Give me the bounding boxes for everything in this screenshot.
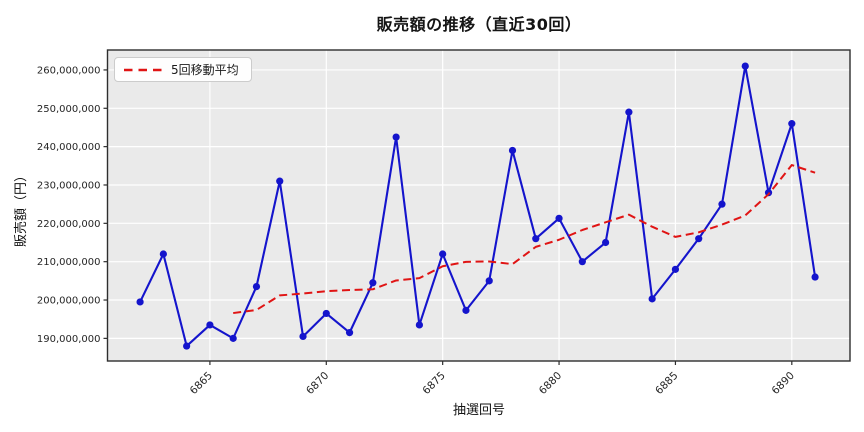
x-tick-label: 6885 — [653, 370, 680, 397]
sales-point-marker — [183, 342, 191, 350]
legend: 5回移動平均 — [114, 57, 252, 82]
y-tick-label: 250,000,000 — [37, 104, 101, 115]
sales-point-marker — [648, 295, 656, 303]
x-axis-label: 抽選回号 — [452, 403, 505, 418]
x-tick-label: 6870 — [304, 370, 331, 397]
sales-point-marker — [602, 238, 610, 247]
sales-line — [139, 65, 817, 348]
sales-point-marker — [625, 108, 633, 116]
sales-point-marker — [788, 120, 796, 128]
axes-border — [106, 49, 851, 362]
sales-point-marker — [439, 250, 447, 258]
sales-point-marker — [252, 283, 261, 291]
sales-point-marker — [136, 298, 144, 306]
plot-background — [107, 50, 850, 361]
y-tick-label: 230,000,000 — [37, 180, 101, 191]
sales-point-marker — [229, 334, 237, 342]
sales-point-marker — [322, 309, 330, 318]
legend-ma-label: 5回移動平均 — [171, 63, 239, 77]
sales-point-marker — [206, 321, 214, 329]
moving-average-line — [233, 164, 816, 315]
sales-point-marker — [532, 235, 540, 243]
y-tick-label: 190,000,000 — [37, 334, 101, 345]
y-tick-label: 200,000,000 — [37, 296, 101, 307]
y-tick-label: 260,000,000 — [37, 65, 101, 76]
sales-point-marker — [695, 235, 703, 243]
legend-ma-dash-icon — [124, 68, 162, 71]
sales-point-marker — [415, 321, 423, 329]
x-tick-label: 6880 — [537, 370, 564, 397]
sales-point-marker — [485, 277, 493, 285]
sales-point-marker — [718, 200, 726, 208]
sales-point-marker — [741, 62, 749, 70]
sales-point-marker — [671, 265, 680, 273]
y-tick-label: 210,000,000 — [37, 257, 101, 268]
sales-point-marker — [508, 146, 517, 155]
sales-point-marker — [276, 177, 284, 185]
sales-point-marker — [462, 306, 470, 314]
sales-point-marker — [369, 279, 377, 287]
y-tick-label: 240,000,000 — [37, 142, 101, 153]
chart-title: 販売額の推移（直近30回） — [376, 15, 582, 34]
x-tick-label: 6890 — [770, 370, 797, 397]
sales-point-marker — [159, 250, 167, 258]
sales-point-marker — [345, 329, 354, 337]
x-tick-label: 6865 — [188, 370, 215, 397]
y-tick-label: 220,000,000 — [37, 219, 101, 230]
sales-point-marker — [578, 258, 586, 266]
sales-point-marker — [811, 273, 819, 281]
x-tick-label: 6875 — [420, 370, 447, 397]
sales-point-marker — [555, 214, 563, 222]
sales-point-marker — [392, 133, 400, 141]
sales-point-marker — [299, 332, 307, 341]
y-axis-label: 販売額（円） — [14, 169, 29, 248]
